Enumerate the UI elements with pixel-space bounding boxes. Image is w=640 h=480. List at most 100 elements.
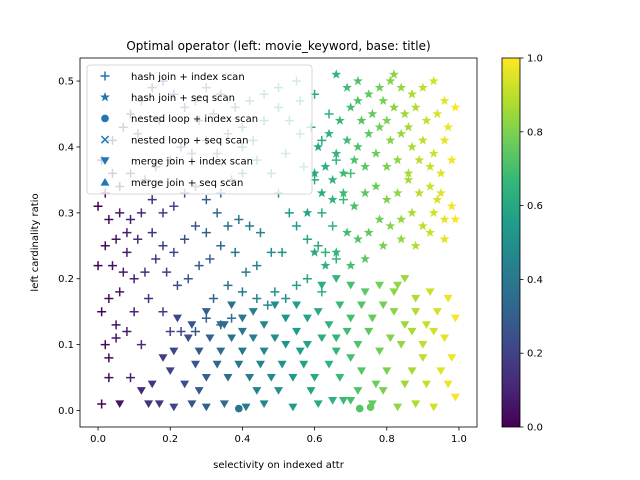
- triangle-down-point: [429, 327, 439, 336]
- plus-point: [97, 399, 107, 409]
- plus-point: [292, 280, 302, 290]
- plus-point: [140, 267, 150, 277]
- plus-point: [126, 214, 136, 224]
- chart-title: Optimal operator (left: movie_keyword, b…: [126, 39, 430, 53]
- triangle-down-point: [396, 341, 406, 349]
- legend-entry: hash join + seq scan: [100, 92, 235, 104]
- plus-point: [136, 340, 146, 350]
- triangle-down-point: [400, 380, 410, 389]
- triangle-down-point: [302, 341, 312, 349]
- star-point: [392, 187, 403, 198]
- plus-point: [111, 234, 121, 244]
- star-point: [381, 194, 392, 204]
- triangle-down-point: [248, 308, 258, 316]
- triangle-down-point: [371, 380, 381, 389]
- y-tick-label: 0.3: [58, 208, 74, 219]
- triangle-down-point: [245, 373, 255, 382]
- plus-point: [209, 294, 219, 304]
- plus-point: [212, 208, 222, 218]
- plus-point: [241, 267, 251, 277]
- triangle-down-point: [237, 327, 247, 336]
- star-point: [349, 201, 360, 211]
- legend-label: nested loop + index scan: [131, 114, 258, 125]
- star-point: [324, 128, 334, 138]
- legend-triangle-up-icon: [100, 177, 110, 186]
- legend-entry: merge join + index scan: [100, 157, 253, 168]
- star-point: [396, 214, 407, 224]
- star-point: [381, 161, 392, 171]
- triangle-down-point: [324, 360, 334, 369]
- plus-point: [223, 280, 233, 290]
- star-point: [450, 214, 461, 224]
- star-point: [428, 75, 439, 86]
- star-point: [338, 168, 349, 178]
- plus-point: [266, 247, 276, 257]
- plus-point: [331, 254, 341, 264]
- legend-circle-icon: [101, 114, 109, 123]
- plus-point: [252, 294, 262, 304]
- star-series: [302, 69, 461, 270]
- y-tick-label: 0.4: [58, 142, 74, 153]
- x-tick-label: 0.8: [379, 434, 395, 445]
- y-tick-label: 0.0: [58, 406, 74, 417]
- triangle-down-point: [324, 321, 334, 329]
- triangle-down-point: [158, 354, 168, 362]
- star-point: [352, 95, 363, 106]
- x-axis: 0.0 0.2 0.4 0.6 0.8 1.0: [90, 427, 467, 445]
- x-tick-label: 0.4: [234, 434, 250, 445]
- triangle-down-point: [443, 380, 453, 389]
- plus-point: [126, 373, 136, 383]
- legend-label: hash join + index scan: [131, 72, 245, 83]
- plus-point: [118, 267, 128, 277]
- plus-point: [133, 234, 143, 244]
- star-point: [417, 82, 428, 92]
- triangle-down-point: [259, 321, 269, 329]
- plus-point: [158, 307, 168, 317]
- plus-point: [255, 228, 265, 238]
- star-point: [428, 148, 439, 158]
- triangle-down-point: [313, 308, 323, 316]
- star-point: [403, 122, 414, 132]
- star-point: [356, 115, 367, 125]
- triangle-down-point: [389, 308, 399, 316]
- triangle-down-point: [378, 387, 388, 395]
- triangle-down-point: [367, 314, 377, 323]
- triangle-down-point: [411, 308, 421, 316]
- star-point: [363, 227, 374, 237]
- plus-point: [234, 214, 244, 224]
- plus-point: [129, 274, 139, 284]
- triangle-down-point: [346, 397, 356, 405]
- plus-point: [245, 221, 255, 231]
- triangle-down-point: [169, 347, 179, 356]
- legend-x-icon: [100, 135, 110, 144]
- star-point: [425, 227, 435, 237]
- triangle-down-point: [443, 294, 453, 303]
- plus-point: [227, 313, 237, 323]
- triangle-down-point: [400, 275, 410, 283]
- triangle-down-point: [450, 393, 460, 402]
- x-tick-label: 0.6: [307, 434, 323, 445]
- triangle-down-point: [147, 380, 157, 389]
- star-point: [342, 227, 352, 237]
- triangle-down-point: [317, 334, 327, 343]
- legend-triangle-down-icon: [100, 157, 110, 165]
- star-point: [374, 122, 385, 132]
- triangle-down-point: [450, 314, 460, 323]
- plus-point: [104, 353, 114, 363]
- triangle-down-point: [389, 288, 399, 296]
- plus-point: [169, 201, 179, 211]
- triangle-down-point: [411, 400, 421, 408]
- triangle-down-point: [338, 397, 348, 405]
- plus-point: [162, 267, 172, 277]
- plus-point: [284, 208, 294, 218]
- plus-point: [317, 135, 327, 145]
- plus-point: [270, 287, 280, 297]
- plus-point: [97, 307, 107, 317]
- colorbar-tick-label: 0.0: [527, 423, 543, 434]
- star-point: [417, 220, 428, 231]
- triangle-down-point: [237, 314, 247, 323]
- plus-point: [230, 247, 240, 257]
- legend-entry: nested loop + seq scan: [100, 135, 248, 146]
- star-point: [302, 207, 313, 218]
- plus-point: [100, 241, 110, 251]
